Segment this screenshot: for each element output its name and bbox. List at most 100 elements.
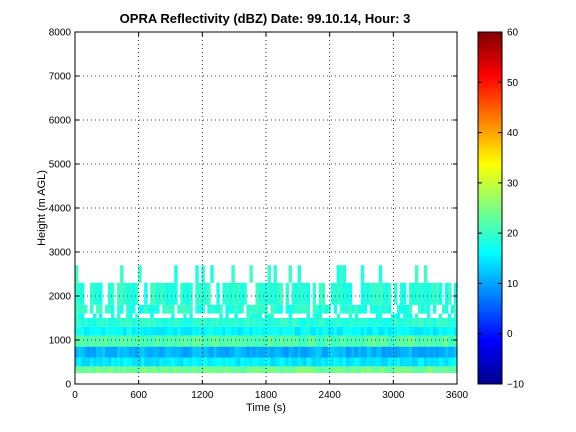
heatmap-cell	[396, 326, 401, 336]
heatmap-cell	[219, 313, 223, 318]
heatmap-cell	[348, 318, 353, 327]
heatmap-cell	[423, 304, 428, 314]
heatmap-cell	[357, 366, 362, 373]
heatmap-cell	[105, 326, 109, 336]
heatmap-cell	[213, 318, 217, 327]
heatmap-cell	[99, 318, 103, 327]
heatmap-cell	[195, 357, 199, 367]
heatmap-cell	[390, 346, 395, 358]
heatmap-cell	[237, 318, 241, 327]
heatmap-cell	[336, 335, 341, 347]
heatmap-cell	[207, 318, 211, 327]
heatmap-cell	[312, 282, 317, 305]
heatmap-cell	[381, 318, 386, 327]
heatmap-cell	[75, 282, 79, 305]
heatmap-cell	[153, 335, 157, 347]
heatmap-cell	[288, 304, 292, 314]
heatmap-cell	[345, 357, 350, 367]
heatmap-cell	[336, 326, 341, 336]
heatmap-cell	[159, 318, 163, 327]
heatmap-cell	[324, 357, 329, 367]
heatmap-cell	[222, 366, 226, 373]
heatmap-cell	[78, 318, 82, 327]
heatmap-cell	[162, 318, 166, 327]
heatmap-cell	[333, 282, 338, 305]
heatmap-cell	[183, 335, 187, 347]
heatmap-cell	[414, 335, 419, 347]
heatmap-cell	[363, 318, 368, 327]
heatmap-cell	[81, 366, 85, 373]
heatmap-cell	[429, 326, 434, 336]
heatmap-cell	[225, 346, 229, 358]
heatmap-cell	[186, 318, 190, 327]
heatmap-cell	[387, 282, 392, 305]
heatmap-cell	[324, 318, 329, 327]
heatmap-cell	[168, 282, 172, 305]
heatmap-cell	[414, 318, 419, 327]
heatmap-cell	[447, 326, 452, 336]
heatmap-cell	[204, 357, 208, 367]
heatmap-cell	[225, 366, 229, 373]
heatmap-cell	[282, 318, 286, 327]
heatmap-cell	[234, 335, 238, 347]
heatmap-cell	[228, 335, 232, 347]
heatmap-cell	[126, 326, 130, 336]
heatmap-cell	[105, 346, 109, 358]
heatmap-cell	[111, 346, 115, 358]
heatmap-cell	[120, 326, 124, 336]
heatmap-cell	[147, 357, 151, 367]
heatmap-cell	[342, 335, 347, 347]
heatmap-cell	[288, 357, 292, 367]
heatmap-cell	[237, 326, 241, 336]
heatmap-cell	[297, 318, 301, 327]
heatmap-cell	[426, 357, 431, 367]
heatmap-cell	[414, 357, 419, 367]
heatmap-cell	[372, 304, 377, 314]
heatmap-cell	[402, 282, 407, 305]
heatmap-cell	[240, 357, 244, 367]
heatmap-cell	[126, 366, 130, 373]
heatmap-cell	[231, 304, 235, 314]
heatmap-cell	[420, 346, 425, 358]
heatmap-cell	[393, 282, 398, 305]
heatmap-cell	[198, 335, 202, 347]
heatmap-cell	[360, 282, 365, 305]
heatmap-cell	[264, 357, 268, 367]
heatmap-cell	[426, 335, 431, 347]
heatmap-cell	[432, 326, 437, 336]
heatmap-cell	[291, 357, 295, 367]
colorbar-ticks: −10 0 10 20 30 40 50 60	[478, 28, 524, 391]
heatmap-cell	[216, 335, 220, 347]
heatmap-cell	[348, 304, 353, 314]
heatmap-cell	[366, 335, 371, 347]
heatmap-cell	[75, 326, 79, 336]
heatmap-cell	[420, 304, 425, 314]
heatmap-cell	[219, 326, 223, 336]
heatmap-cell	[270, 335, 274, 347]
heatmap-cell	[213, 346, 217, 358]
heatmap-cell	[240, 366, 244, 373]
heatmap-cell	[75, 265, 79, 283]
heatmap-cell	[216, 366, 220, 373]
heatmap-cell	[144, 282, 148, 305]
heatmap-cell	[150, 326, 154, 336]
heatmap-cell	[327, 357, 332, 367]
heatmap-cell	[117, 366, 121, 373]
heatmap-cell	[348, 313, 353, 318]
heatmap-cell	[168, 357, 172, 367]
heatmap-cell	[399, 304, 404, 314]
heatmap-cell	[261, 318, 265, 327]
heatmap-cell	[243, 318, 247, 327]
heatmap-cell	[360, 346, 365, 358]
heatmap-cell	[426, 318, 431, 327]
heatmap-cell	[438, 335, 443, 347]
heatmap-cell	[210, 304, 214, 314]
heatmap-cell	[228, 357, 232, 367]
heatmap-cell	[231, 366, 235, 373]
heatmap-cell	[273, 335, 277, 347]
heatmap-cell	[354, 304, 359, 314]
heatmap-cell	[153, 346, 157, 358]
heatmap-cell	[291, 335, 295, 347]
heatmap-cell	[288, 326, 292, 336]
heatmap-cell	[339, 366, 344, 373]
